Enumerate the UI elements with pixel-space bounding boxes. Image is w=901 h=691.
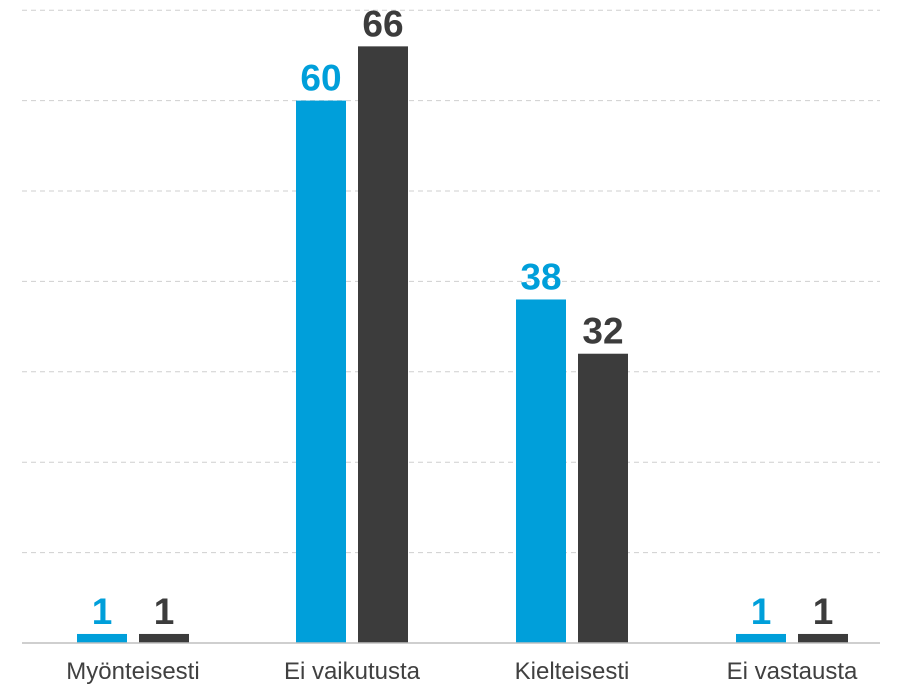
data-label-series2-4: 1 xyxy=(813,591,834,632)
grid-layer xyxy=(22,9,880,554)
data-label-series2-3: 32 xyxy=(582,311,623,352)
bar-series2-4 xyxy=(798,633,848,643)
bar-series1-3 xyxy=(516,299,566,643)
category-label-1: Myönteisesti xyxy=(66,658,199,685)
data-label-series2-1: 1 xyxy=(154,591,175,632)
category-label-2: Ei vaikutusta xyxy=(284,658,421,685)
category-labels-layer: Myönteisesti Ei vaikutusta Kielteisesti Ei … xyxy=(66,658,858,685)
data-label-series1-2: 60 xyxy=(300,58,341,99)
data-label-series1-3: 38 xyxy=(520,256,561,297)
data-label-series1-4: 1 xyxy=(751,591,772,632)
bars-layer xyxy=(77,46,848,644)
category-label-4: Ei vastausta xyxy=(727,658,858,685)
data-label-series2-2: 66 xyxy=(362,3,403,44)
bar-series1-1 xyxy=(77,633,127,643)
bar-series2-2 xyxy=(358,46,408,644)
category-label-3: Kielteisesti xyxy=(515,658,630,685)
bar-series1-4 xyxy=(736,633,786,643)
bar-series1-2 xyxy=(296,100,346,644)
bar-series2-1 xyxy=(139,633,189,643)
bar-series2-3 xyxy=(578,353,628,643)
data-label-series1-1: 1 xyxy=(92,591,113,632)
